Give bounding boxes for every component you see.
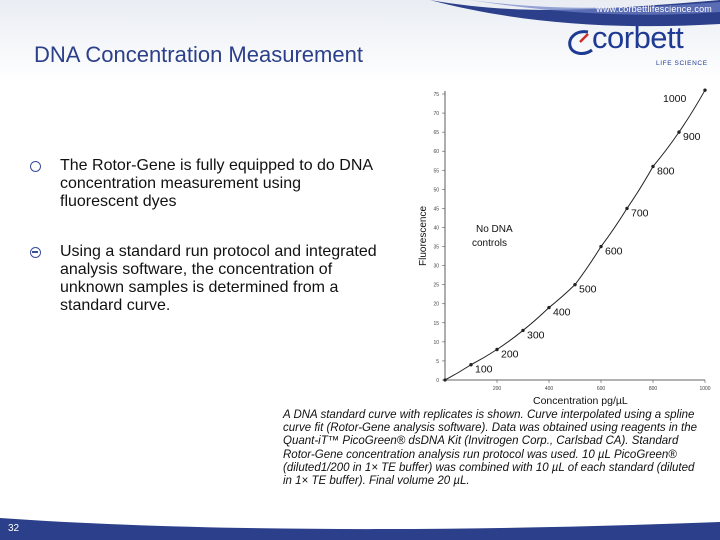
data-label: 200	[501, 348, 519, 360]
y-tick-label: 55	[433, 168, 439, 174]
circle-bullet-icon	[30, 161, 41, 172]
data-label: 1000	[663, 93, 687, 105]
corbett-logo-icon	[568, 30, 593, 55]
circle-dash-bullet-icon	[30, 247, 41, 258]
bullet-text: The Rotor-Gene is fully equipped to do D…	[60, 157, 373, 210]
data-label: 300	[527, 329, 545, 341]
spline-curve	[444, 89, 706, 381]
x-tick-label: 1000	[699, 386, 710, 392]
no-dna-annotation: No DNA controls	[472, 224, 513, 249]
data-label: 500	[579, 284, 597, 296]
y-tick-label: 70	[433, 111, 439, 117]
y-tick-label: 35	[433, 245, 439, 251]
data-point	[599, 244, 603, 249]
data-point	[625, 206, 629, 211]
standard-curve-chart: 0 5 10 15 20 25 30 35 40 45 50 55 60 65 70 75 200 400 600…	[418, 88, 711, 407]
x-axis-label: Concentration pg/µL	[533, 395, 628, 407]
y-tick-label: 45	[433, 206, 439, 212]
x-tick-label: 400	[545, 386, 554, 392]
x-tick-label: 800	[649, 386, 658, 392]
control-point	[443, 378, 447, 382]
figure-caption: A DNA standard curve with replicates is …	[283, 409, 697, 488]
y-tick-label: 15	[433, 321, 439, 327]
y-tick-label: 30	[433, 264, 439, 270]
x-tick-label: 200	[493, 386, 502, 392]
page-title: DNA Concentration Measurement	[34, 42, 363, 67]
data-point	[547, 305, 551, 310]
y-tick-label: 50	[433, 187, 439, 193]
slide-number: 32	[8, 523, 20, 534]
footer-bar	[0, 518, 720, 540]
data-point	[651, 164, 655, 169]
y-tick-label: 75	[433, 92, 439, 98]
bullet-text: Using a standard run protocol and integr…	[60, 243, 377, 314]
y-tick-label: 10	[433, 340, 439, 346]
logo-text: corbett	[592, 20, 684, 55]
website-url: www.corbettlifescience.com	[596, 4, 712, 14]
data-label: 800	[657, 165, 675, 177]
data-point	[677, 130, 681, 134]
data-point	[573, 282, 577, 287]
data-label: 600	[605, 246, 623, 258]
data-point	[703, 88, 707, 92]
y-tick-label: 25	[433, 283, 439, 289]
y-tick-label: 5	[436, 359, 439, 365]
data-point	[469, 363, 473, 367]
data-label: 900	[683, 131, 701, 143]
y-tick-label: 40	[433, 225, 439, 231]
data-label: 100	[475, 364, 493, 376]
data-point	[521, 328, 525, 333]
y-tick-label: 65	[433, 130, 439, 136]
logo-subtitle: LIFE SCIENCE	[656, 60, 708, 67]
y-axis-label: Fluorescence	[418, 206, 429, 266]
x-tick-label: 600	[597, 386, 606, 392]
data-label: 700	[631, 207, 649, 219]
data-point	[495, 347, 499, 352]
data-label: 400	[553, 307, 571, 319]
y-tick-label: 20	[433, 302, 439, 308]
y-tick-label: 60	[433, 149, 439, 155]
header-wave	[430, 0, 720, 27]
y-tick-label: 0	[436, 378, 439, 384]
